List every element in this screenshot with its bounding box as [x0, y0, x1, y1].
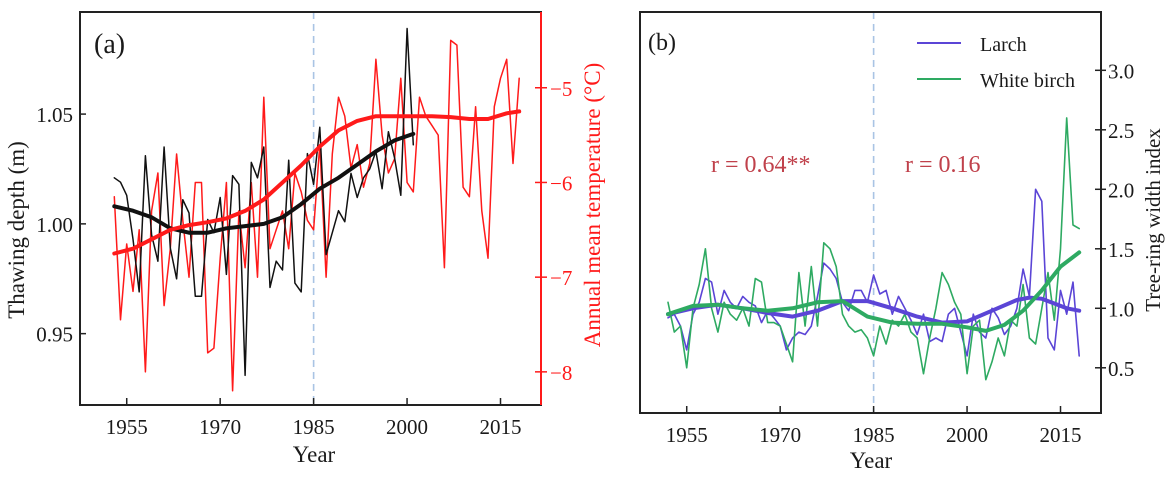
panel-b-x-axis-title: Year: [850, 448, 893, 473]
panel-b-frame: [639, 11, 1102, 414]
series-thawing-depth-trend: [112, 131, 416, 235]
panel-b: 1955 1970 1985 2000 2015 0.51.01.52.02.53.0 …: [639, 11, 1165, 473]
panel-b-label: (b): [648, 30, 676, 56]
x-tick-label: 2000: [946, 423, 988, 447]
panel-a-right-y-ticks: −8 −7 −6 −5: [535, 77, 572, 385]
x-tick-label: 2015: [480, 415, 522, 439]
annotation-r-after-1985: r = 0.16: [905, 152, 981, 178]
y-tick-label: 2.5: [1108, 119, 1134, 143]
panel-b-plot-area: [666, 12, 1082, 413]
x-tick-label: 1970: [759, 423, 801, 447]
y-tick-label: 2.0: [1108, 178, 1134, 202]
panel-a-x-axis-title: Year: [293, 442, 336, 467]
annotation-r-before-1985: r = 0.64**: [711, 152, 811, 178]
x-tick-label: 1970: [199, 415, 241, 439]
legend-label-larch: Larch: [980, 34, 1027, 56]
panel-b-right-y-ticks: 0.5 1.0 1.5 2.0 2.5 3.0: [1095, 59, 1134, 381]
series-annual-mean-temperature-trend: [112, 109, 522, 256]
legend-label-white-birch: White birch: [980, 70, 1075, 92]
x-tick-label: 2000: [386, 415, 428, 439]
legend: Larch White birch: [917, 34, 1075, 92]
panel-a-left-y-axis-title: Thawing depth (m): [4, 141, 29, 319]
series-white-birch-trend: [666, 250, 1082, 333]
x-tick-label: 1985: [853, 423, 895, 447]
series-thawing-depth: [113, 27, 415, 377]
panel-a-x-ticks: 1955 1970 1985 2000 2015: [106, 398, 522, 439]
right-y-tick-label: −8: [550, 361, 572, 385]
left-y-tick-label: 1.05: [36, 103, 73, 127]
panel-a-plot-area: [112, 12, 522, 405]
y-tick-label: 1.0: [1108, 297, 1134, 321]
x-tick-label: 1955: [106, 415, 148, 439]
panel-a-left-y-ticks: 0.95 1.00 1.05: [36, 103, 86, 347]
x-tick-label: 1985: [293, 415, 335, 439]
panel-b-x-ticks: 1955 1970 1985 2000 2015: [666, 406, 1082, 447]
left-y-tick-label: 1.00: [36, 213, 73, 237]
panel-a: 1955 1970 1985 2000 2015 0.95 1.00 1.05 −8 −7 −6…: [4, 11, 605, 467]
y-tick-label: 1.5: [1108, 238, 1134, 262]
panel-b-right-y-axis-title: Tree-ring width index: [1141, 128, 1165, 312]
left-y-tick-label: 0.95: [36, 323, 73, 347]
x-tick-label: 1955: [666, 423, 708, 447]
panel-a-right-y-axis-title: Annual mean temperature (°C): [580, 63, 605, 347]
y-tick-label: 3.0: [1108, 59, 1134, 83]
y-tick-label: 0.5: [1108, 357, 1134, 381]
right-y-tick-label: −7: [550, 266, 572, 290]
right-y-tick-label: −6: [550, 171, 572, 195]
x-tick-label: 2015: [1040, 423, 1082, 447]
panel-a-label: (a): [94, 29, 125, 60]
series-annual-mean-temperature: [113, 39, 520, 392]
right-y-tick-label: −5: [550, 77, 572, 101]
